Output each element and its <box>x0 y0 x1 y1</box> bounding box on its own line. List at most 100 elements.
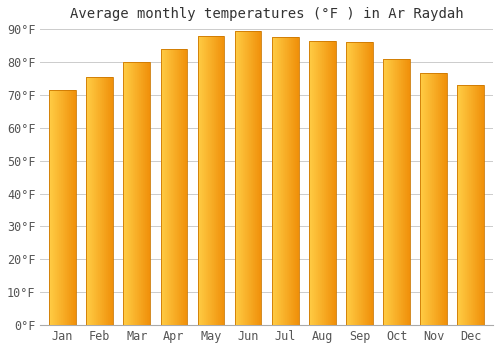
Bar <box>247 31 248 325</box>
Bar <box>309 41 336 325</box>
Bar <box>240 31 241 325</box>
Bar <box>66 90 67 325</box>
Bar <box>124 62 125 325</box>
Bar <box>429 74 430 325</box>
Bar <box>473 85 474 325</box>
Bar <box>211 36 212 325</box>
Bar <box>387 59 388 325</box>
Bar <box>399 59 400 325</box>
Bar <box>309 41 310 325</box>
Bar <box>481 85 482 325</box>
Bar <box>395 59 396 325</box>
Bar <box>63 90 64 325</box>
Bar <box>260 31 261 325</box>
Bar <box>459 85 460 325</box>
Bar <box>256 31 257 325</box>
Bar <box>316 41 317 325</box>
Bar <box>315 41 316 325</box>
Bar <box>460 85 461 325</box>
Bar <box>285 37 286 325</box>
Bar <box>246 31 247 325</box>
Title: Average monthly temperatures (°F ) in Ar Raydah: Average monthly temperatures (°F ) in Ar… <box>70 7 464 21</box>
Bar <box>199 36 200 325</box>
Bar <box>249 31 250 325</box>
Bar <box>257 31 258 325</box>
Bar <box>184 49 186 325</box>
Bar <box>446 74 447 325</box>
Bar <box>163 49 164 325</box>
Bar <box>178 49 179 325</box>
Bar <box>206 36 207 325</box>
Bar <box>357 42 358 325</box>
Bar <box>428 74 429 325</box>
Bar <box>332 41 333 325</box>
Bar <box>370 42 371 325</box>
Bar <box>361 42 362 325</box>
Bar <box>59 90 60 325</box>
Bar <box>422 74 423 325</box>
Bar <box>281 37 282 325</box>
Bar <box>108 77 109 325</box>
Bar <box>346 42 347 325</box>
Bar <box>286 37 287 325</box>
Bar <box>243 31 244 325</box>
Bar <box>388 59 389 325</box>
Bar <box>319 41 320 325</box>
Bar <box>99 77 100 325</box>
Bar <box>252 31 253 325</box>
Bar <box>291 37 292 325</box>
Bar <box>471 85 472 325</box>
Bar <box>201 36 202 325</box>
Bar <box>458 85 459 325</box>
Bar <box>254 31 255 325</box>
Bar <box>283 37 284 325</box>
Bar <box>351 42 352 325</box>
Bar <box>468 85 469 325</box>
Bar <box>312 41 313 325</box>
Bar <box>112 77 113 325</box>
Bar <box>130 62 131 325</box>
Bar <box>67 90 68 325</box>
Bar <box>317 41 318 325</box>
Bar <box>335 41 336 325</box>
Bar <box>250 31 251 325</box>
Bar <box>169 49 170 325</box>
Bar <box>420 74 447 325</box>
Bar <box>478 85 479 325</box>
Bar <box>396 59 397 325</box>
Bar <box>426 74 427 325</box>
Bar <box>420 74 421 325</box>
Bar <box>186 49 188 325</box>
Bar <box>397 59 398 325</box>
Bar <box>202 36 203 325</box>
Bar <box>68 90 70 325</box>
Bar <box>55 90 56 325</box>
Bar <box>57 90 58 325</box>
Bar <box>93 77 94 325</box>
Bar <box>170 49 171 325</box>
Bar <box>442 74 443 325</box>
Bar <box>168 49 169 325</box>
Bar <box>277 37 278 325</box>
Bar <box>146 62 147 325</box>
Bar <box>86 77 113 325</box>
Bar <box>402 59 403 325</box>
Bar <box>134 62 135 325</box>
Bar <box>444 74 445 325</box>
Bar <box>87 77 88 325</box>
Bar <box>216 36 217 325</box>
Bar <box>273 37 274 325</box>
Bar <box>94 77 95 325</box>
Bar <box>398 59 399 325</box>
Bar <box>431 74 432 325</box>
Bar <box>280 37 281 325</box>
Bar <box>50 90 51 325</box>
Bar <box>323 41 324 325</box>
Bar <box>124 62 150 325</box>
Bar <box>272 37 273 325</box>
Bar <box>435 74 436 325</box>
Bar <box>174 49 175 325</box>
Bar <box>49 90 76 325</box>
Bar <box>51 90 52 325</box>
Bar <box>236 31 237 325</box>
